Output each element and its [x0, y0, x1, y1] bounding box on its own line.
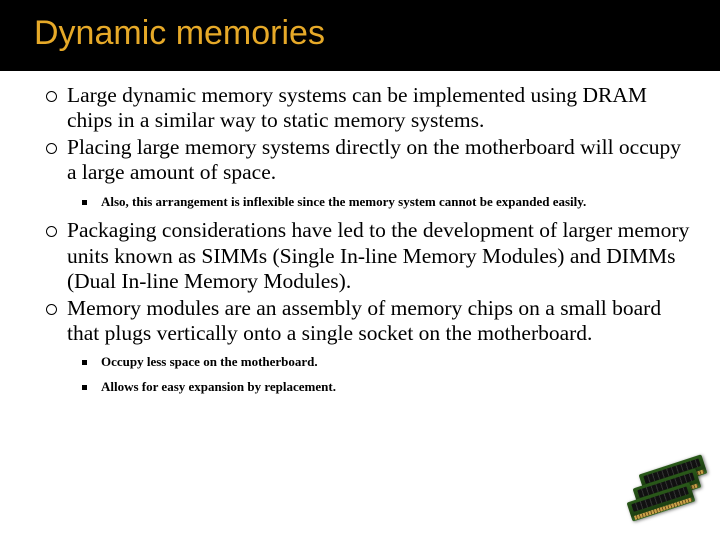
bullet-circle-icon — [46, 91, 57, 102]
sub-bullet-text: Also, this arrangement is inflexible sin… — [101, 194, 586, 211]
bullet-text: Large dynamic memory systems can be impl… — [67, 83, 692, 133]
list-item: Packaging considerations have led to the… — [46, 218, 692, 293]
bullet-text: Memory modules are an assembly of memory… — [67, 296, 692, 346]
slide-body: Large dynamic memory systems can be impl… — [0, 71, 720, 396]
bullet-square-icon — [82, 360, 87, 365]
list-item: Also, this arrangement is inflexible sin… — [82, 194, 692, 211]
sub-bullet-text: Allows for easy expansion by replacement… — [101, 379, 336, 396]
bullet-circle-icon — [46, 304, 57, 315]
slide-header: Dynamic memories — [0, 0, 720, 71]
list-item: Allows for easy expansion by replacement… — [82, 379, 692, 396]
bullet-circle-icon — [46, 226, 57, 237]
list-item: Large dynamic memory systems can be impl… — [46, 83, 692, 133]
bullet-text: Placing large memory systems directly on… — [67, 135, 692, 185]
list-item: Placing large memory systems directly on… — [46, 135, 692, 185]
list-item: Occupy less space on the motherboard. — [82, 354, 692, 371]
bullet-square-icon — [82, 385, 87, 390]
sub-bullet-text: Occupy less space on the motherboard. — [101, 354, 318, 371]
ram-modules-image — [622, 462, 710, 524]
bullet-square-icon — [82, 200, 87, 205]
slide-title: Dynamic memories — [34, 14, 720, 53]
bullet-circle-icon — [46, 143, 57, 154]
list-item: Memory modules are an assembly of memory… — [46, 296, 692, 346]
bullet-text: Packaging considerations have led to the… — [67, 218, 692, 293]
